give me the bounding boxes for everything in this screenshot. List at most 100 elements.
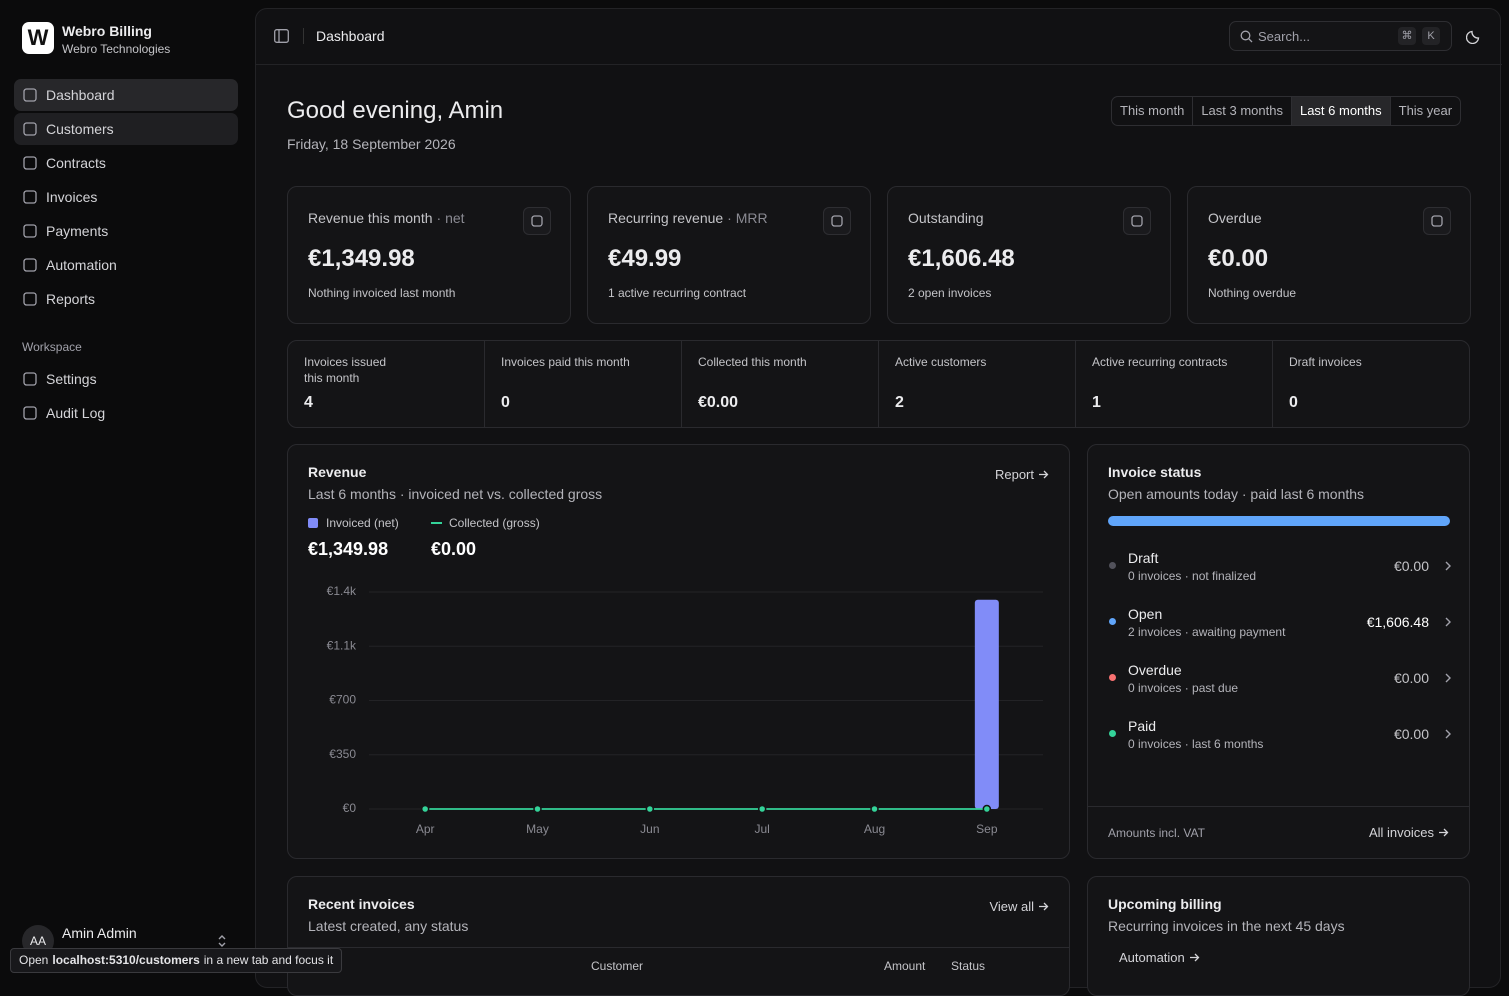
stat-label: Active recurring contracts: [1092, 355, 1228, 369]
status-name: Paid: [1128, 718, 1157, 734]
kpi-qualifier: · MRR: [727, 210, 768, 226]
link-text: View all: [989, 899, 1034, 914]
upcoming-billing-card: Upcoming billing Recurring invoices in t…: [1087, 876, 1470, 996]
user-menu-icon[interactable]: [216, 934, 228, 948]
nav-item[interactable]: Contracts: [14, 147, 238, 179]
nav-item[interactable]: Reports: [14, 283, 238, 315]
status-row[interactable]: Paid 0 invoices · last 6 months €0.00: [1088, 718, 1469, 762]
footer-note: Amounts incl. VAT: [1108, 826, 1205, 840]
nav-item[interactable]: Dashboard: [14, 79, 238, 111]
range-button[interactable]: Last 3 months: [1192, 97, 1291, 125]
icon: [23, 88, 37, 102]
nav-item[interactable]: Settings: [14, 363, 238, 395]
kpi-note: 2 open invoices: [908, 286, 992, 300]
legend-swatch: [308, 518, 318, 528]
card-subtitle: Latest created, any status: [308, 918, 469, 934]
theme-toggle[interactable]: [1466, 29, 1481, 44]
status-row[interactable]: Open 2 invoices · awaiting payment €1,606.…: [1088, 606, 1469, 650]
kpi-note: Nothing overdue: [1208, 286, 1297, 300]
automation-button[interactable]: Automation: [1108, 944, 1211, 970]
stat-cell: Draft invoices 0: [1272, 341, 1469, 427]
nav-item[interactable]: Automation: [14, 249, 238, 281]
range-button[interactable]: Last 6 months: [1290, 97, 1390, 125]
card-title: Invoice status: [1108, 464, 1202, 480]
kpi-icon: [1423, 207, 1451, 235]
shortcut-key: ⌘: [1398, 27, 1416, 45]
sidebar-toggle[interactable]: [274, 29, 289, 43]
status-amount: €0.00: [1393, 670, 1429, 686]
kpi-label-text: Outstanding: [908, 210, 984, 226]
kpi-label-text: Overdue: [1208, 210, 1262, 226]
chevron-shape: [1445, 673, 1451, 683]
view-all-link[interactable]: View all: [989, 899, 1049, 914]
line-point: [420, 804, 430, 814]
kpi-label: Revenue this month · net: [308, 210, 465, 226]
stat-value: 2: [895, 394, 904, 411]
status-detail: 0 invoices · not finalized: [1128, 569, 1257, 583]
icon: [23, 406, 37, 420]
kpi-value: €49.99: [608, 245, 682, 272]
shortcut-key: K: [1422, 27, 1440, 45]
nav-label: Automation: [46, 257, 117, 273]
logo: W: [22, 22, 54, 54]
status-name: Open: [1128, 606, 1163, 622]
icon-shape: [23, 372, 37, 386]
icon: [1131, 215, 1143, 227]
status-amount: €0.00: [1393, 558, 1429, 574]
search-box[interactable]: Search... ⌘ K: [1229, 21, 1452, 51]
nav-label: Payments: [46, 223, 109, 239]
column-header: Status: [951, 959, 986, 973]
kpi-label: Outstanding: [908, 210, 984, 226]
bar: [974, 599, 999, 809]
y-tick-label: €700: [329, 693, 356, 707]
user-name[interactable]: Amin Admin: [62, 925, 137, 941]
stats-strip: Invoices issued this month 4 Invoices paid…: [287, 340, 1470, 428]
x-tick-label: Aug: [864, 822, 885, 836]
icon-shape: [23, 292, 37, 306]
status-row[interactable]: Draft 0 invoices · not finalized €0.00: [1088, 550, 1469, 594]
range-selector: This month Last 3 months Last 6 months This…: [1111, 96, 1462, 126]
status-row[interactable]: Overdue 0 invoices · past due €0.00: [1088, 662, 1469, 706]
section-label: Workspace: [22, 340, 82, 354]
hint-url: localhost:5310/customers: [52, 953, 200, 967]
icon: [23, 122, 37, 136]
search-icon: [1240, 30, 1253, 43]
icon: [23, 372, 37, 386]
x-tick-label: Sep: [976, 822, 998, 836]
nav-label: Invoices: [46, 189, 98, 205]
status-dot: [1109, 730, 1116, 737]
status-name: Overdue: [1128, 662, 1182, 678]
kpi-card: Revenue this month · net €1,349.98 Nothing …: [287, 186, 571, 324]
stat-value: 1: [1092, 394, 1101, 411]
chevron: [1445, 617, 1451, 627]
org-name: Webro Technologies: [62, 42, 171, 56]
kpi-card: Recurring revenue · MRR €49.99 1 active rec…: [587, 186, 871, 324]
arrow-icon: [1439, 828, 1449, 837]
stat-label: Draft invoices: [1289, 355, 1362, 369]
separator: [303, 28, 304, 44]
nav-item[interactable]: Customers: [14, 113, 238, 145]
chevron: [1445, 673, 1451, 683]
arrow-icon: [1039, 902, 1049, 911]
range-button[interactable]: This month: [1120, 103, 1185, 118]
column-header: Amount: [884, 959, 926, 973]
icon: [23, 156, 37, 170]
report-link[interactable]: Report: [995, 467, 1049, 482]
nav-item[interactable]: Invoices: [14, 181, 238, 213]
legend-label: Collected (gross): [449, 516, 540, 530]
arrow-icon: [1039, 470, 1049, 479]
kpi-icon: [523, 207, 551, 235]
stat-cell: Collected this month €0.00: [681, 341, 878, 427]
nav-item[interactable]: Audit Log: [14, 397, 238, 429]
legend-total: €1,349.98: [308, 539, 388, 559]
icon-shape: [23, 258, 37, 272]
nav-item[interactable]: Payments: [14, 215, 238, 247]
icon-shape: [23, 88, 37, 102]
icon-shape: [23, 224, 37, 238]
all-invoices-link[interactable]: All invoices: [1369, 825, 1449, 840]
icon: [23, 258, 37, 272]
status-bar: [1108, 516, 1450, 526]
icon-shape: [1131, 215, 1143, 227]
y-tick-label: €1.1k: [327, 638, 357, 652]
range-button[interactable]: This year: [1389, 97, 1460, 125]
